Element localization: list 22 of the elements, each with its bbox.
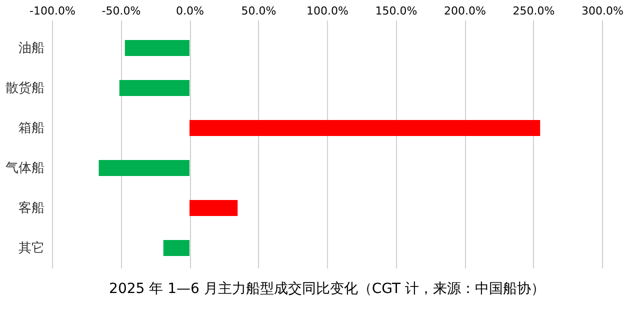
x-tick-label: -100.0% (30, 4, 76, 18)
y-tick-label: 箱船 (18, 121, 44, 136)
x-tick-label: 300.0% (582, 4, 624, 18)
x-tick-label: 0.0% (176, 4, 204, 18)
x-tick-label: 200.0% (444, 4, 486, 18)
y-tick-label: 散货船 (6, 81, 44, 96)
bar (119, 80, 190, 96)
x-tick-label: 50.0% (241, 4, 276, 18)
x-tick-label: 150.0% (375, 4, 418, 18)
y-tick-label: 气体船 (6, 161, 44, 176)
bar (124, 40, 190, 56)
y-tick-label: 油船 (18, 41, 44, 56)
bar (190, 120, 540, 136)
text: 2025 年 1—6 月主力船型成交同比变化（CGT 计，来源：中国船协） (109, 281, 545, 297)
x-tick-label: -50.0% (102, 4, 141, 18)
y-tick-label: 客船 (18, 200, 44, 216)
x-tick-label: 250.0% (512, 4, 555, 18)
bar (190, 200, 238, 216)
bar (98, 160, 190, 176)
bar (163, 240, 190, 256)
y-tick-label: 其它 (18, 240, 44, 256)
x-tick-label: 100.0% (306, 4, 348, 18)
